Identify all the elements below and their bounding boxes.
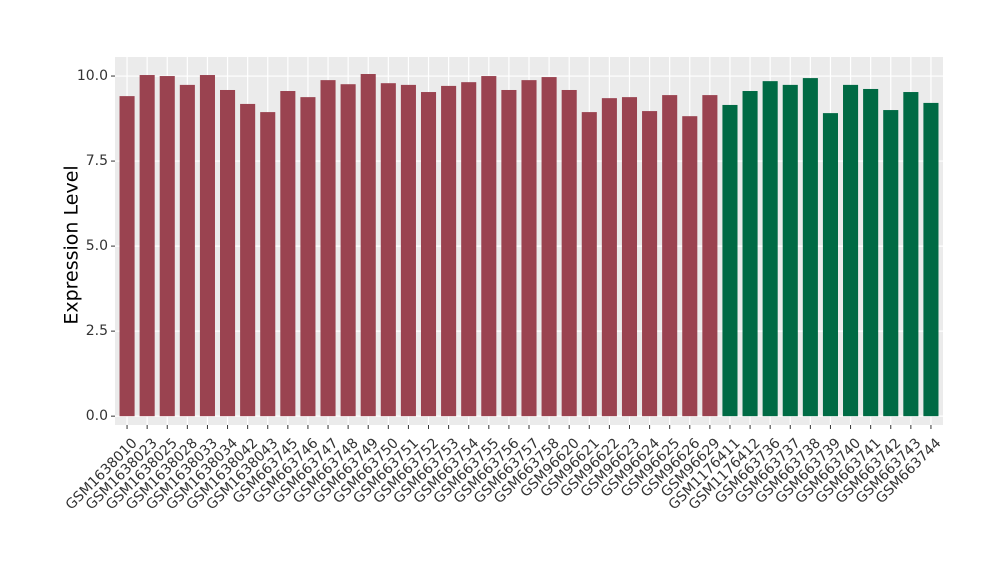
bar [159, 76, 175, 417]
bar [320, 80, 336, 417]
bar [883, 110, 899, 417]
bar [300, 97, 316, 417]
bar [843, 84, 859, 417]
bar [501, 89, 517, 417]
bar [179, 84, 195, 417]
bar [682, 116, 698, 417]
y-tick-label: 10.0 [77, 68, 108, 84]
bar [260, 112, 276, 417]
bar [461, 82, 477, 417]
bar [722, 104, 738, 417]
bar [541, 77, 557, 417]
y-tick-label: 5.0 [86, 238, 108, 254]
bar [521, 80, 537, 417]
bar [601, 98, 617, 417]
y-axis-title: Expression Level [61, 165, 83, 324]
bar [561, 89, 577, 417]
bar [139, 75, 155, 417]
bar [621, 97, 638, 417]
bar [581, 112, 597, 417]
bar [240, 103, 256, 417]
bar [923, 102, 939, 417]
y-tick-label: 7.5 [86, 153, 108, 169]
bar [380, 83, 396, 417]
bar [220, 89, 236, 417]
bar [420, 92, 437, 417]
bar [903, 92, 919, 417]
bar [199, 75, 215, 417]
bar [400, 84, 416, 417]
bar [762, 81, 778, 417]
y-tick-label: 0.0 [86, 408, 108, 424]
y-tick-label: 2.5 [86, 323, 108, 339]
bar [360, 74, 376, 417]
bar [642, 111, 658, 417]
bar [481, 76, 497, 417]
bar [119, 96, 135, 417]
bar [441, 85, 457, 417]
bar [802, 78, 818, 417]
bar [340, 84, 356, 417]
bar [863, 88, 879, 417]
bar [662, 95, 678, 417]
bar [702, 95, 718, 417]
bar [742, 91, 758, 417]
bar [822, 113, 838, 417]
bar [280, 91, 296, 417]
bar [782, 84, 798, 417]
